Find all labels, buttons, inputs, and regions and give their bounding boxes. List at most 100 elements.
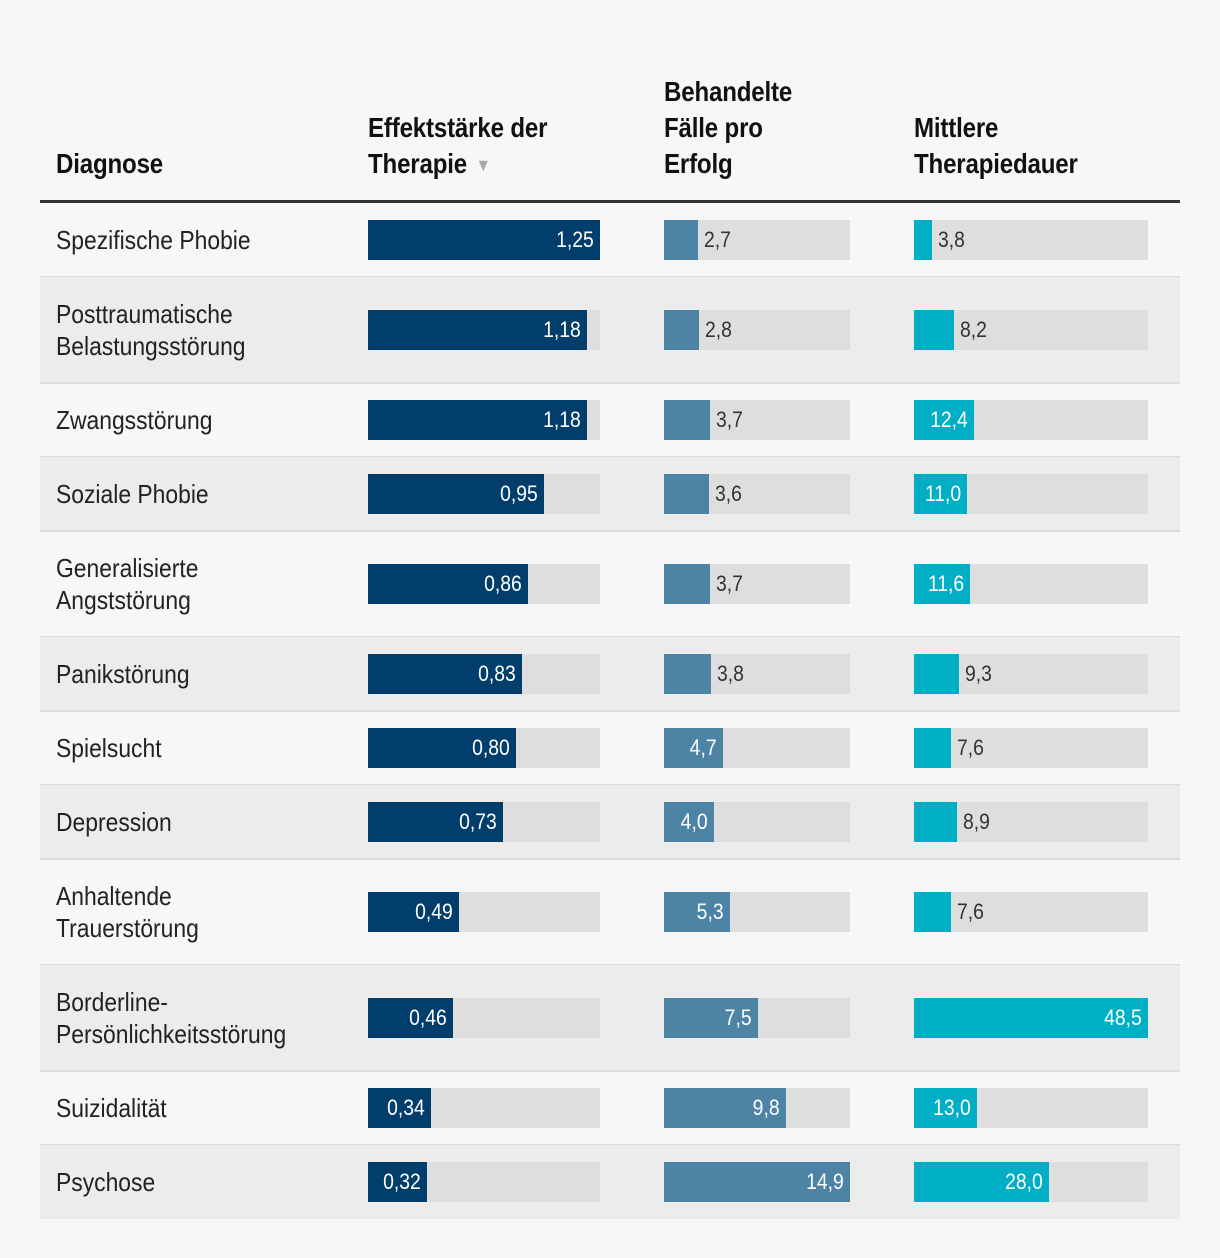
cases-bar-track: 9,8 bbox=[664, 1088, 850, 1128]
table-row: Spezifische Phobie 1,25 2,7 3,8 bbox=[40, 203, 1180, 277]
row-divider bbox=[40, 530, 1180, 532]
table-row: Generalisierte Angststörung 0,86 3,7 11,6 bbox=[40, 531, 1180, 637]
effect-bar-track: 0,83 bbox=[368, 654, 600, 694]
duration-bar-track: 48,5 bbox=[914, 998, 1148, 1038]
table-row: Spielsucht 0,80 4,7 7,6 bbox=[40, 711, 1180, 785]
effect-bar-track: 0,49 bbox=[368, 892, 600, 932]
diagnosis-label: Zwangsstörung bbox=[56, 405, 213, 435]
duration-bar-track: 11,6 bbox=[914, 564, 1148, 604]
duration-value-label: 9,3 bbox=[965, 661, 992, 686]
cases-value-label: 4,7 bbox=[690, 735, 717, 760]
duration-value-label: 11,0 bbox=[924, 481, 961, 506]
effect-value-label: 1,25 bbox=[556, 227, 594, 252]
duration-bar-track: 7,6 bbox=[914, 728, 1148, 768]
duration-bar bbox=[914, 728, 951, 768]
effect-bar-track: 0,86 bbox=[368, 564, 600, 604]
duration-bar bbox=[914, 564, 970, 604]
duration-value-label: 3,8 bbox=[938, 227, 965, 252]
duration-bar bbox=[914, 654, 959, 694]
duration-value-label: 11,6 bbox=[927, 571, 964, 596]
table-row: Soziale Phobie 0,95 3,6 11,0 bbox=[40, 457, 1180, 531]
duration-bar-track: 13,0 bbox=[914, 1088, 1148, 1128]
cases-bar-track: 7,5 bbox=[664, 998, 850, 1038]
cases-bar-track: 3,7 bbox=[664, 564, 850, 604]
diagnosis-label: Spezifische Phobie bbox=[56, 225, 251, 255]
cases-bar bbox=[664, 892, 730, 932]
cases-value-label: 14,9 bbox=[806, 1169, 844, 1194]
cases-bar bbox=[664, 998, 758, 1038]
effect-value-label: 0,80 bbox=[472, 735, 510, 760]
cases-bar bbox=[664, 802, 714, 842]
header-cases: Behandelte Fälle pro Erfolg bbox=[664, 76, 793, 179]
diagnosis-label: Borderline- Persönlichkeitsstörung bbox=[56, 987, 287, 1049]
effect-value-label: 1,18 bbox=[543, 407, 581, 432]
duration-bar bbox=[914, 802, 957, 842]
effect-value-label: 1,18 bbox=[543, 317, 581, 342]
cases-value-label: 4,0 bbox=[681, 809, 708, 834]
cases-bar-track: 3,8 bbox=[664, 654, 850, 694]
cases-value-label: 7,5 bbox=[725, 1005, 752, 1030]
table-row: Posttraumatische Belastungsstörung 1,18 2,… bbox=[40, 277, 1180, 383]
diagnosis-label: Posttraumatische Belastungsstörung bbox=[56, 299, 246, 361]
table-row: Psychose 0,32 14,9 28,0 bbox=[40, 1145, 1180, 1219]
cases-bar-track: 3,6 bbox=[664, 474, 850, 514]
diagnosis-label: Panikstörung bbox=[56, 659, 190, 689]
effect-value-label: 0,86 bbox=[484, 571, 522, 596]
effect-bar bbox=[368, 654, 522, 694]
effect-value-label: 0,73 bbox=[459, 809, 497, 834]
effect-value-label: 0,34 bbox=[387, 1095, 425, 1120]
effect-bar bbox=[368, 310, 587, 350]
duration-bar-track: 11,0 bbox=[914, 474, 1148, 514]
effect-bar-track: 1,18 bbox=[368, 400, 600, 440]
duration-bar-track: 8,9 bbox=[914, 802, 1148, 842]
duration-bar bbox=[914, 1162, 1049, 1202]
effect-bar bbox=[368, 220, 600, 260]
effect-bar bbox=[368, 802, 503, 842]
effect-bar bbox=[368, 400, 587, 440]
duration-bar-track: 3,8 bbox=[914, 220, 1148, 260]
effect-value-label: 0,95 bbox=[500, 481, 538, 506]
duration-bar-track: 28,0 bbox=[914, 1162, 1148, 1202]
sort-descending-icon[interactable]: ▼ bbox=[475, 155, 491, 175]
duration-bar bbox=[914, 1088, 977, 1128]
effect-bar bbox=[368, 1162, 427, 1202]
row-divider bbox=[40, 710, 1180, 712]
cases-bar bbox=[664, 220, 698, 260]
duration-value-label: 7,6 bbox=[957, 899, 984, 924]
effect-value-label: 0,49 bbox=[415, 899, 453, 924]
cases-bar bbox=[664, 1088, 786, 1128]
duration-value-label: 48,5 bbox=[1104, 1005, 1142, 1030]
cases-bar-track: 4,0 bbox=[664, 802, 850, 842]
diagnosis-label: Psychose bbox=[56, 1167, 156, 1197]
duration-value-label: 7,6 bbox=[957, 735, 984, 760]
effect-bar bbox=[368, 564, 528, 604]
header-effect[interactable]: Effektstärke der Therapie ▼ bbox=[368, 112, 548, 179]
duration-value-label: 13,0 bbox=[933, 1095, 971, 1120]
effect-bar bbox=[368, 728, 516, 768]
table-row: Borderline- Persönlichkeitsstörung 0,46 7,… bbox=[40, 965, 1180, 1071]
effect-bar bbox=[368, 1088, 431, 1128]
duration-bar bbox=[914, 310, 954, 350]
effect-bar-track: 1,25 bbox=[368, 220, 600, 260]
effect-bar bbox=[368, 998, 453, 1038]
table-row: Anhaltende Trauerstörung 0,49 5,3 7,6 bbox=[40, 859, 1180, 965]
duration-bar bbox=[914, 998, 1148, 1038]
cases-bar-track: 2,7 bbox=[664, 220, 850, 260]
cases-bar bbox=[664, 474, 709, 514]
duration-bar-track: 7,6 bbox=[914, 892, 1148, 932]
cases-value-label: 3,7 bbox=[716, 571, 743, 596]
effect-bar-track: 0,32 bbox=[368, 1162, 600, 1202]
header-diagnosis: Diagnose bbox=[56, 148, 164, 179]
header-rule bbox=[40, 200, 1180, 203]
row-divider bbox=[40, 1070, 1180, 1072]
effect-bar-track: 0,95 bbox=[368, 474, 600, 514]
table-row: Zwangsstörung 1,18 3,7 12,4 bbox=[40, 383, 1180, 457]
duration-value-label: 8,9 bbox=[963, 809, 990, 834]
cases-bar bbox=[664, 654, 711, 694]
table-row: Suizidalität 0,34 9,8 13,0 bbox=[40, 1071, 1180, 1145]
diagnosis-label: Generalisierte Angststörung bbox=[56, 553, 199, 615]
cases-value-label: 3,8 bbox=[717, 661, 744, 686]
effect-value-label: 0,83 bbox=[478, 661, 516, 686]
cases-bar bbox=[664, 564, 710, 604]
diagnosis-label: Suizidalität bbox=[56, 1093, 167, 1123]
